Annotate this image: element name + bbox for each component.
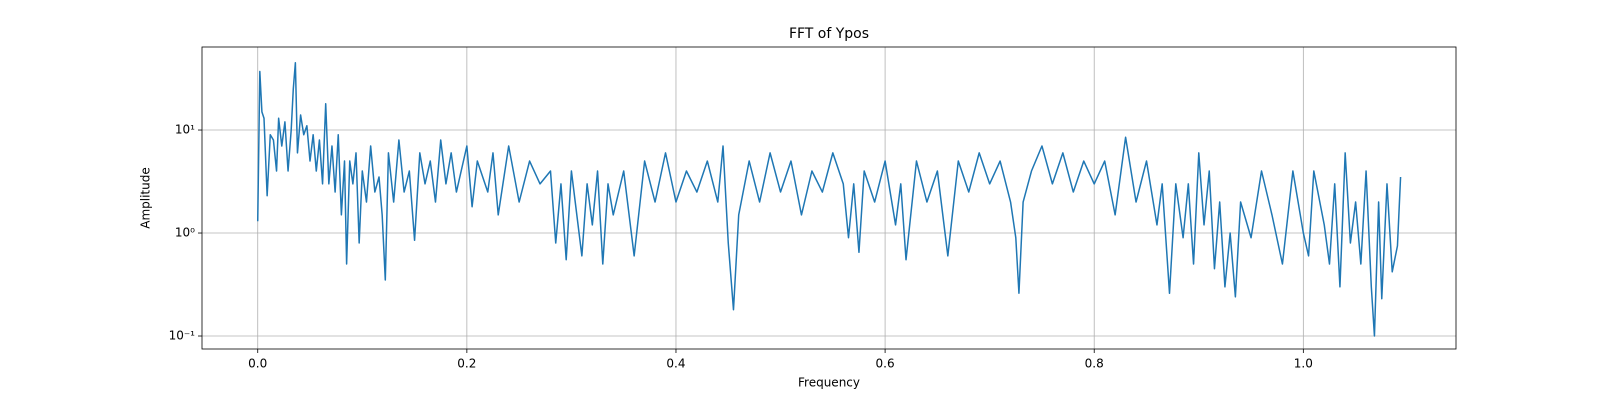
y-tick-label: 10⁻¹	[169, 329, 196, 343]
x-tick-label: 0.0	[248, 357, 267, 371]
chart-title: FFT of Ypos	[789, 26, 869, 42]
y-axis-label: Amplitude	[139, 167, 153, 229]
x-tick-label: 0.2	[457, 357, 476, 371]
x-tick-label: 0.6	[876, 357, 895, 371]
x-tick-label: 1.0	[1294, 357, 1313, 371]
x-axis-label: Frequency	[798, 376, 860, 390]
plot-frame	[201, 46, 1457, 350]
data-line	[256, 62, 1402, 337]
x-tick-label: 0.4	[666, 357, 685, 371]
x-tick-label: 0.8	[1085, 357, 1104, 371]
y-tick-label: 10¹	[175, 123, 195, 137]
y-tick-label: 10⁰	[175, 226, 195, 240]
